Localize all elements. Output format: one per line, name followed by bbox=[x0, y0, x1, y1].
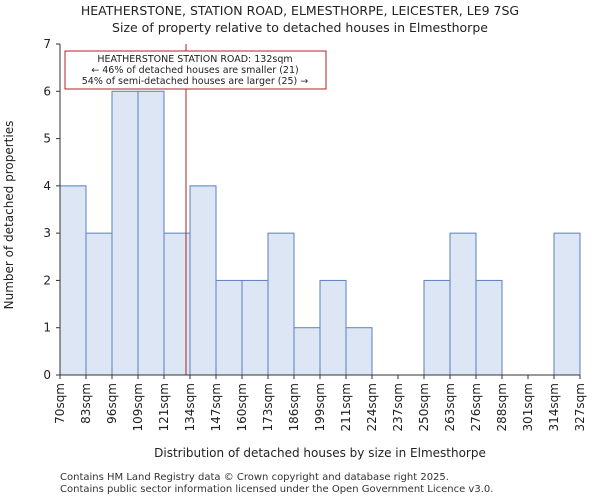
x-ticks-group: 70sqm 83sqm 96sqm 109sqm 121sqm 134sqm 147sqm 1… bbox=[53, 375, 587, 431]
histogram-bar bbox=[137, 90, 165, 376]
y-tick-label: 0 bbox=[43, 368, 51, 382]
footer-line-1: Contains HM Land Registry data © Crown c… bbox=[60, 472, 449, 483]
annotation-line-3: 54% of semi-detached houses are larger (… bbox=[82, 76, 309, 87]
x-tick-label: 314sqm bbox=[547, 383, 561, 431]
x-tick-label: 199sqm bbox=[313, 383, 327, 431]
x-tick-label: 301sqm bbox=[521, 383, 535, 431]
y-tick-label: 6 bbox=[43, 84, 51, 98]
histogram-bar bbox=[345, 327, 373, 376]
annotation-border bbox=[64, 50, 327, 90]
histogram-bar bbox=[241, 279, 269, 376]
chart-subtitle: Size of property relative to detached ho… bbox=[112, 20, 488, 35]
bars-group bbox=[59, 90, 581, 376]
x-tick-label: 173sqm bbox=[261, 383, 275, 431]
x-tick-label: 237sqm bbox=[391, 383, 405, 431]
y-tick-label: 7 bbox=[43, 37, 51, 51]
y-ticks-group: 0 1 2 3 4 5 6 7 bbox=[43, 37, 60, 382]
x-tick-label: 96sqm bbox=[105, 383, 119, 424]
x-tick-label: 70sqm bbox=[53, 383, 67, 424]
annotation-box: HEATHERSTONE STATION ROAD: 132sqm ← 46% … bbox=[64, 50, 327, 90]
x-tick-label: 327sqm bbox=[573, 383, 587, 431]
footer-line-2: Contains public sector information licen… bbox=[60, 484, 494, 495]
y-tick-label: 4 bbox=[43, 179, 51, 193]
histogram-bar bbox=[449, 232, 477, 376]
x-tick-label: 83sqm bbox=[79, 383, 93, 424]
histogram-bar bbox=[59, 185, 87, 376]
histogram-bar bbox=[319, 279, 347, 376]
y-tick-label: 2 bbox=[43, 273, 51, 287]
x-axis-label: Distribution of detached houses by size … bbox=[154, 446, 486, 460]
histogram-bar bbox=[423, 279, 451, 376]
histogram-bar bbox=[215, 279, 243, 376]
chart-title: HEATHERSTONE, STATION ROAD, ELMESTHORPE,… bbox=[80, 3, 520, 18]
annotation-line-1: HEATHERSTONE STATION ROAD: 132sqm bbox=[97, 54, 292, 65]
histogram-bar bbox=[293, 327, 321, 376]
x-tick-label: 211sqm bbox=[339, 383, 353, 431]
histogram-bar bbox=[267, 232, 295, 376]
x-tick-label: 276sqm bbox=[469, 383, 483, 431]
x-tick-label: 109sqm bbox=[131, 383, 145, 431]
x-tick-label: 288sqm bbox=[495, 383, 509, 431]
x-tick-label: 186sqm bbox=[287, 383, 301, 431]
y-tick-label: 5 bbox=[43, 132, 51, 146]
histogram-bar bbox=[111, 90, 139, 376]
y-tick-label: 3 bbox=[43, 226, 51, 240]
x-tick-label: 224sqm bbox=[365, 383, 379, 431]
x-tick-label: 121sqm bbox=[157, 383, 171, 431]
histogram-bar bbox=[475, 279, 503, 376]
histogram-bar bbox=[85, 232, 113, 376]
histogram-bar bbox=[189, 185, 217, 376]
x-tick-label: 134sqm bbox=[183, 383, 197, 431]
histogram-bar bbox=[553, 232, 581, 376]
annotation-line-2: ← 46% of detached houses are smaller (21… bbox=[91, 65, 298, 76]
x-tick-label: 147sqm bbox=[209, 383, 223, 431]
x-tick-label: 250sqm bbox=[417, 383, 431, 431]
x-tick-label: 160sqm bbox=[235, 383, 249, 431]
x-tick-label: 263sqm bbox=[443, 383, 457, 431]
y-axis-label: Number of detached properties bbox=[2, 121, 16, 310]
y-tick-label: 1 bbox=[43, 321, 51, 335]
